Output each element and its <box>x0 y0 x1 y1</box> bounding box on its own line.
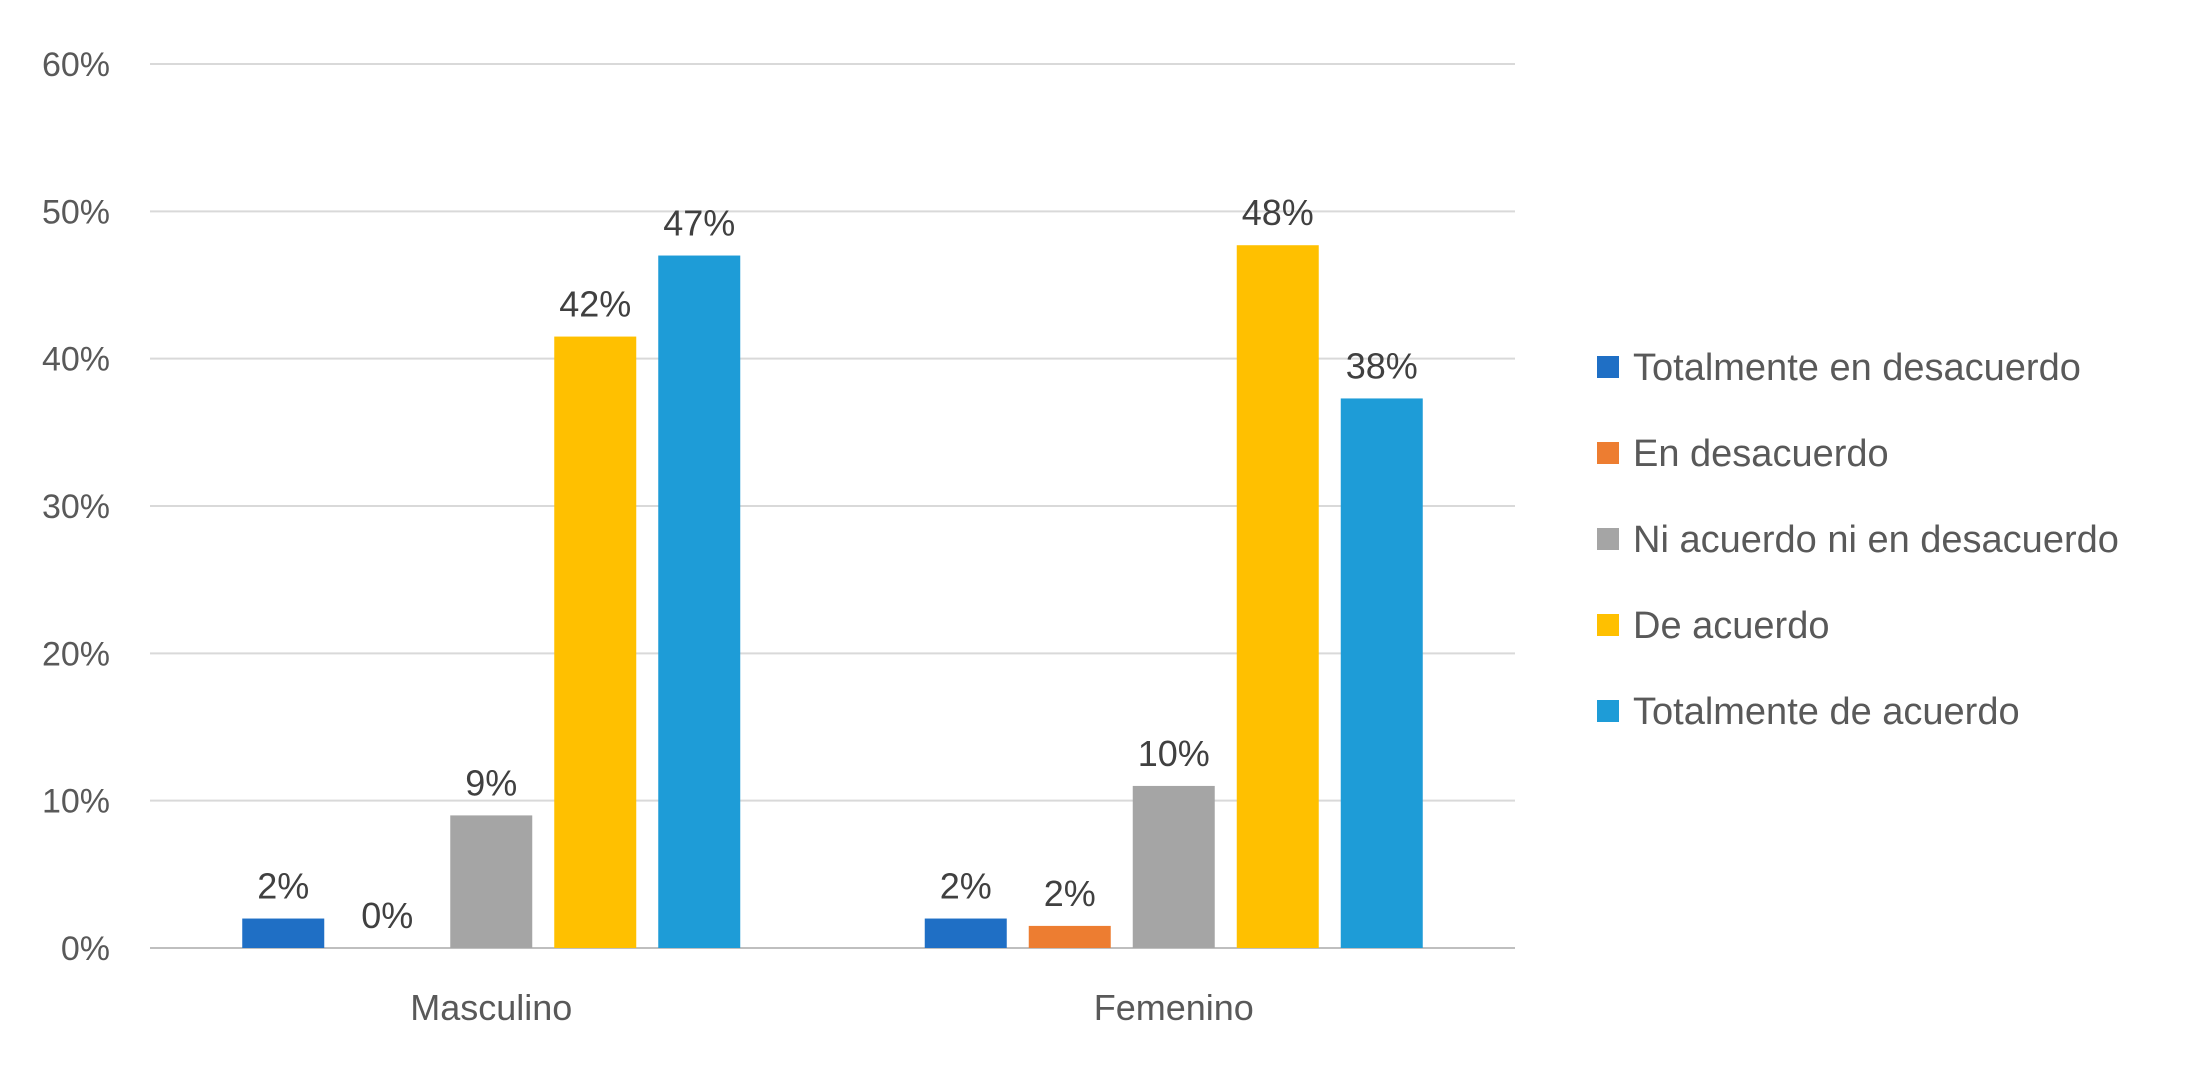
legend-swatch <box>1597 528 1619 550</box>
bar <box>1028 925 1111 948</box>
legend-item: Totalmente de acuerdo <box>1597 691 2020 733</box>
bar <box>658 255 741 949</box>
y-tick-label: 50% <box>42 193 110 231</box>
bars <box>242 245 1423 949</box>
y-tick-label: 0% <box>61 930 110 968</box>
legend-swatch <box>1597 442 1619 464</box>
bar <box>1132 785 1215 948</box>
legend-label: Ni acuerdo ni en desacuerdo <box>1633 519 2119 561</box>
bar <box>1340 398 1423 948</box>
legend-label: En desacuerdo <box>1633 433 1889 475</box>
legend: Totalmente en desacuerdo En desacuerdo Ni … <box>1597 347 2119 733</box>
bar <box>1236 245 1319 949</box>
bar <box>554 336 637 949</box>
legend-swatch <box>1597 356 1619 378</box>
data-label: 10% <box>1138 733 1210 774</box>
data-label: 42% <box>559 284 631 325</box>
y-axis-ticks: 0% 10% 20% 30% 40% 50% 60% <box>42 46 110 968</box>
data-label: 48% <box>1242 192 1314 233</box>
data-label: 2% <box>257 866 309 907</box>
data-label: 47% <box>663 203 735 244</box>
y-tick-label: 10% <box>42 783 110 821</box>
legend-item: De acuerdo <box>1597 605 1829 647</box>
legend-item: Ni acuerdo ni en desacuerdo <box>1597 519 2119 561</box>
legend-label: Totalmente en desacuerdo <box>1633 347 2081 389</box>
x-axis-categories: Masculino Femenino <box>410 987 1254 1028</box>
legend-item: Totalmente en desacuerdo <box>1597 347 2081 389</box>
x-category-label: Masculino <box>410 987 572 1028</box>
y-tick-label: 40% <box>42 341 110 379</box>
y-tick-label: 60% <box>42 46 110 84</box>
bar <box>450 815 533 948</box>
legend-swatch <box>1597 614 1619 636</box>
legend-swatch <box>1597 700 1619 722</box>
legend-label: Totalmente de acuerdo <box>1633 691 2020 733</box>
legend-label: De acuerdo <box>1633 605 1829 647</box>
data-label: 9% <box>465 762 517 803</box>
x-category-label: Femenino <box>1094 987 1254 1028</box>
y-tick-label: 30% <box>42 488 110 526</box>
gridlines <box>150 63 1515 949</box>
data-label: 0% <box>361 895 413 936</box>
data-label: 2% <box>1044 873 1096 914</box>
bar <box>924 918 1007 948</box>
data-labels: 2% 0% 9% 42% 47% 2% 2% 10% 48% 38% <box>257 192 1418 936</box>
y-tick-label: 20% <box>42 635 110 673</box>
bar <box>242 918 325 948</box>
data-label: 2% <box>940 866 992 907</box>
data-label: 38% <box>1346 345 1418 386</box>
legend-item: En desacuerdo <box>1597 433 1889 475</box>
